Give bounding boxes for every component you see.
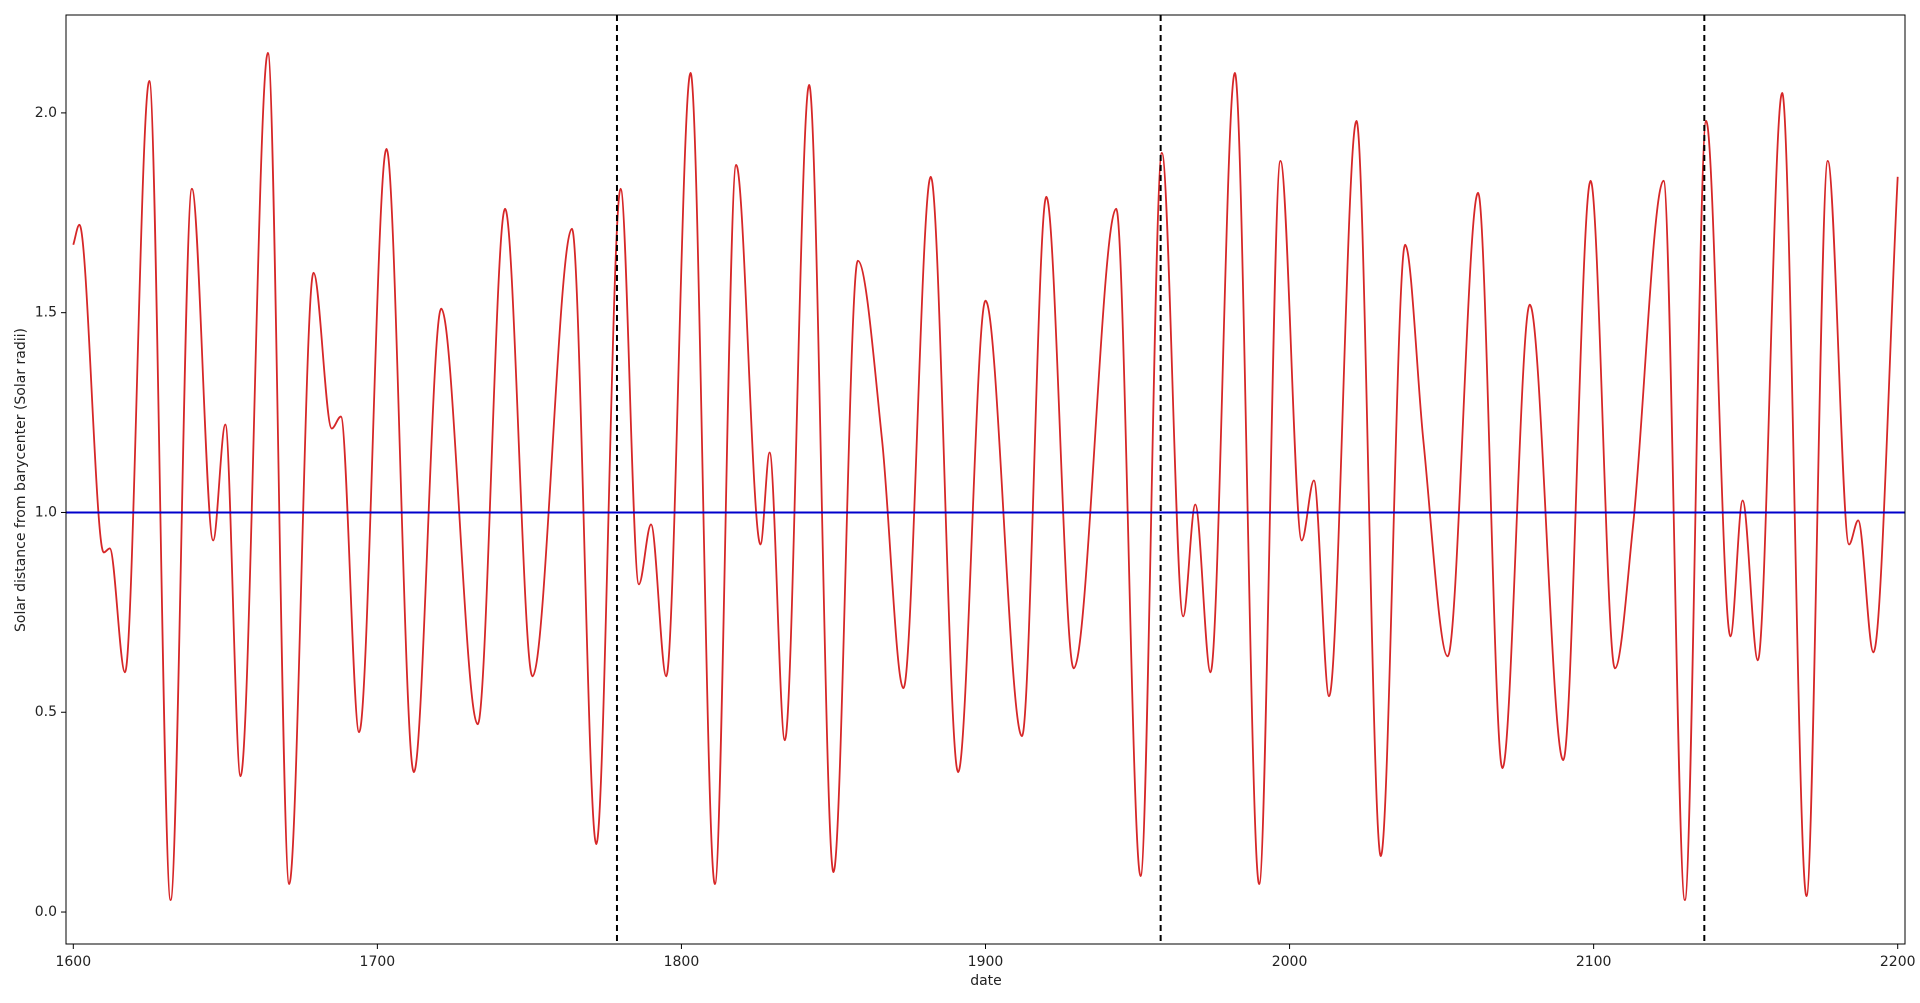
data-line bbox=[72, 52, 1899, 901]
x-tick-label: 2100 bbox=[1576, 954, 1612, 970]
y-tick-label: 1.0 bbox=[35, 504, 57, 520]
x-tick-label: 1900 bbox=[968, 954, 1004, 970]
plot-frame bbox=[65, 14, 1906, 945]
y-tick-label: 1.5 bbox=[35, 305, 57, 321]
x-tick-label: 1600 bbox=[55, 954, 91, 970]
y-axis-label: Solar distance from barycenter (Solar ra… bbox=[13, 328, 29, 632]
y-tick-label: 2.0 bbox=[35, 105, 57, 121]
x-axis-label: date bbox=[970, 973, 1002, 989]
x-tick-label: 1800 bbox=[664, 954, 700, 970]
y-tick-label: 0.5 bbox=[35, 704, 57, 720]
x-tick-label: 2000 bbox=[1272, 954, 1308, 970]
x-tick-label: 2200 bbox=[1880, 954, 1916, 970]
y-tick-label: 0.0 bbox=[35, 904, 57, 920]
x-tick-label: 1700 bbox=[360, 954, 396, 970]
